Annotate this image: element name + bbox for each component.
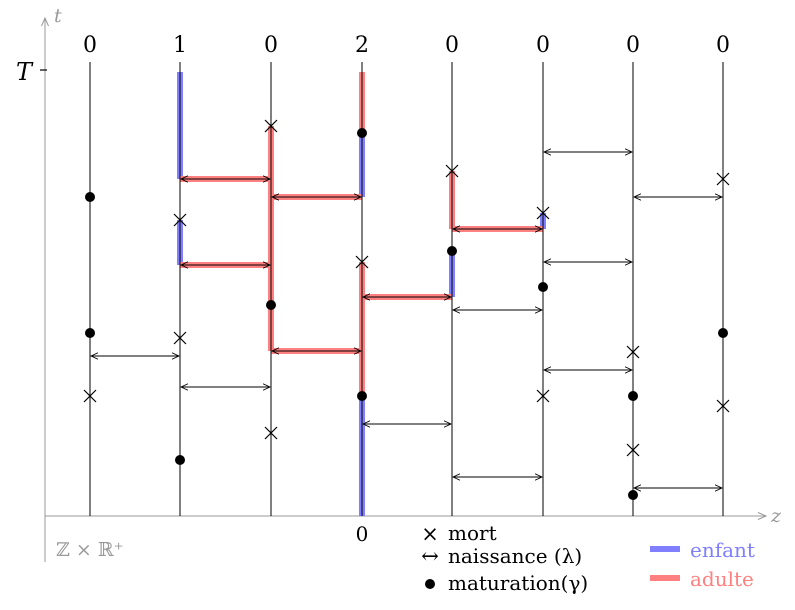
t-axis-label: t — [54, 5, 62, 27]
death-cross — [173, 331, 187, 345]
column-count-6: 0 — [536, 33, 550, 58]
death-cross — [626, 345, 640, 359]
death-cross — [536, 389, 550, 403]
death-cross — [536, 206, 550, 220]
maturation-dot — [85, 328, 95, 338]
T-label: T — [16, 58, 34, 86]
column-count-7: 0 — [626, 33, 640, 58]
column-count-1: 0 — [83, 33, 97, 58]
maturation-dot — [538, 282, 548, 292]
maturation-dots — [85, 128, 728, 500]
death-cross — [355, 255, 369, 269]
child-legend-label: enfant — [690, 538, 755, 562]
adult-legend-label: adulte — [690, 567, 754, 591]
maturation-dot — [85, 192, 95, 202]
birth-legend-label: naissance (λ) — [448, 544, 582, 568]
death-cross — [716, 399, 730, 413]
maturation-dot — [718, 328, 728, 338]
birth-arrows — [91, 152, 722, 488]
column-count-4: 2 — [355, 33, 369, 58]
column-count-8: 0 — [716, 33, 730, 58]
death-cross — [173, 213, 187, 227]
origin-label: 0 — [356, 522, 369, 546]
maturation-legend-label: maturation(γ) — [448, 571, 588, 595]
maturation-dot — [628, 391, 638, 401]
death-cross — [445, 164, 459, 178]
birth-legend-symbol: ↔ — [421, 544, 439, 568]
maturation-dot — [628, 490, 638, 500]
maturation-dot — [357, 128, 367, 138]
death-cross — [716, 172, 730, 186]
death-cross — [264, 426, 278, 440]
column-count-3: 0 — [264, 33, 278, 58]
adult-legend-swatch — [650, 575, 680, 581]
death-legend-label: mort — [448, 521, 497, 545]
space-label: ℤ × ℝ⁺ — [56, 539, 124, 561]
death-cross — [264, 119, 278, 133]
column-count-2: 1 — [173, 33, 187, 58]
z-axis-label: z — [770, 505, 782, 527]
maturation-dot — [175, 455, 185, 465]
death-cross — [626, 443, 640, 457]
legend: × mort ↔ naissance (λ) maturation(γ) enf… — [421, 521, 755, 595]
site-lines — [89, 62, 724, 516]
death-marks — [83, 119, 730, 457]
maturation-dot — [266, 300, 276, 310]
maturation-dot — [447, 246, 457, 256]
maturation-legend-dot — [425, 579, 435, 589]
child-legend-swatch — [650, 546, 680, 552]
column-count-5: 0 — [445, 33, 459, 58]
death-cross — [83, 389, 97, 403]
maturation-dot — [357, 391, 367, 401]
death-legend-symbol: × — [421, 522, 439, 546]
